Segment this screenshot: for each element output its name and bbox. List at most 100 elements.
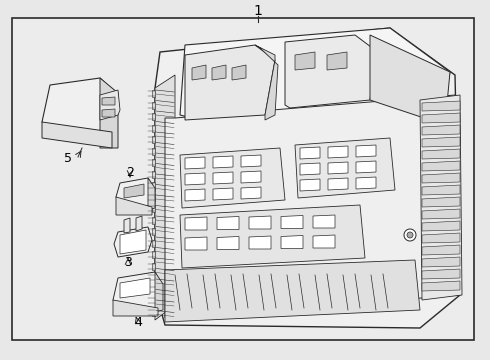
Polygon shape	[281, 216, 303, 229]
Polygon shape	[152, 90, 155, 97]
Polygon shape	[249, 216, 271, 229]
Polygon shape	[217, 216, 239, 230]
Polygon shape	[152, 239, 155, 247]
Polygon shape	[422, 197, 460, 207]
Polygon shape	[241, 155, 261, 167]
Polygon shape	[300, 147, 320, 159]
Polygon shape	[102, 109, 115, 117]
Polygon shape	[422, 221, 460, 231]
Polygon shape	[422, 233, 460, 243]
Polygon shape	[313, 215, 335, 228]
Circle shape	[407, 232, 413, 238]
Polygon shape	[152, 309, 155, 315]
Bar	[12, 18, 474, 340]
Polygon shape	[356, 145, 376, 157]
Polygon shape	[328, 178, 348, 190]
Polygon shape	[152, 228, 155, 235]
Polygon shape	[185, 157, 205, 169]
Polygon shape	[241, 171, 261, 183]
Polygon shape	[255, 45, 278, 120]
Polygon shape	[422, 149, 460, 159]
Polygon shape	[356, 177, 376, 189]
Polygon shape	[185, 189, 205, 201]
Polygon shape	[422, 269, 460, 279]
Polygon shape	[422, 125, 460, 135]
Polygon shape	[152, 125, 155, 131]
Polygon shape	[422, 173, 460, 183]
Polygon shape	[300, 163, 320, 175]
Polygon shape	[192, 65, 206, 80]
Polygon shape	[152, 285, 155, 292]
Polygon shape	[152, 297, 155, 304]
Polygon shape	[42, 78, 118, 140]
Polygon shape	[152, 148, 155, 154]
Polygon shape	[422, 113, 460, 123]
Polygon shape	[116, 197, 152, 215]
Polygon shape	[180, 148, 285, 208]
Text: 2: 2	[126, 166, 134, 179]
Polygon shape	[180, 28, 450, 125]
Polygon shape	[281, 235, 303, 248]
Polygon shape	[113, 300, 158, 316]
Polygon shape	[114, 227, 152, 257]
Polygon shape	[249, 236, 271, 249]
Polygon shape	[422, 185, 460, 195]
Text: 5: 5	[64, 152, 72, 165]
Polygon shape	[185, 237, 207, 250]
Text: 4: 4	[134, 315, 142, 328]
Text: 3: 3	[124, 256, 132, 270]
Polygon shape	[213, 188, 233, 200]
Polygon shape	[241, 187, 261, 199]
Polygon shape	[212, 65, 226, 80]
Polygon shape	[152, 171, 155, 177]
Polygon shape	[155, 28, 460, 328]
Polygon shape	[328, 162, 348, 174]
Polygon shape	[152, 102, 155, 108]
Circle shape	[404, 229, 416, 241]
Polygon shape	[102, 97, 115, 105]
Polygon shape	[152, 205, 155, 212]
Polygon shape	[180, 205, 365, 268]
Polygon shape	[124, 184, 144, 198]
Polygon shape	[152, 194, 155, 201]
Polygon shape	[152, 159, 155, 166]
Polygon shape	[152, 216, 155, 224]
Polygon shape	[120, 230, 146, 254]
Polygon shape	[313, 235, 335, 248]
Polygon shape	[422, 245, 460, 255]
Polygon shape	[422, 161, 460, 171]
Polygon shape	[217, 237, 239, 249]
Text: 1: 1	[253, 4, 263, 18]
Polygon shape	[185, 45, 275, 120]
Polygon shape	[124, 218, 130, 233]
Polygon shape	[42, 122, 112, 148]
Polygon shape	[295, 52, 315, 70]
Polygon shape	[422, 137, 460, 147]
Polygon shape	[285, 35, 375, 108]
Polygon shape	[100, 90, 120, 120]
Polygon shape	[152, 262, 155, 270]
Polygon shape	[152, 274, 155, 281]
Polygon shape	[152, 251, 155, 258]
Polygon shape	[152, 182, 155, 189]
Polygon shape	[148, 178, 155, 210]
Polygon shape	[152, 136, 155, 143]
Polygon shape	[213, 156, 233, 168]
Polygon shape	[420, 95, 462, 300]
Polygon shape	[370, 35, 450, 125]
Polygon shape	[328, 146, 348, 158]
Polygon shape	[295, 138, 395, 198]
Polygon shape	[422, 101, 460, 111]
Polygon shape	[152, 113, 155, 120]
Polygon shape	[155, 272, 163, 312]
Polygon shape	[113, 272, 162, 314]
Polygon shape	[422, 209, 460, 219]
Polygon shape	[213, 172, 233, 184]
Polygon shape	[120, 278, 150, 298]
Polygon shape	[232, 65, 246, 80]
Polygon shape	[185, 217, 207, 230]
Polygon shape	[155, 75, 175, 320]
Polygon shape	[185, 173, 205, 185]
Polygon shape	[116, 178, 155, 210]
Polygon shape	[165, 95, 460, 318]
